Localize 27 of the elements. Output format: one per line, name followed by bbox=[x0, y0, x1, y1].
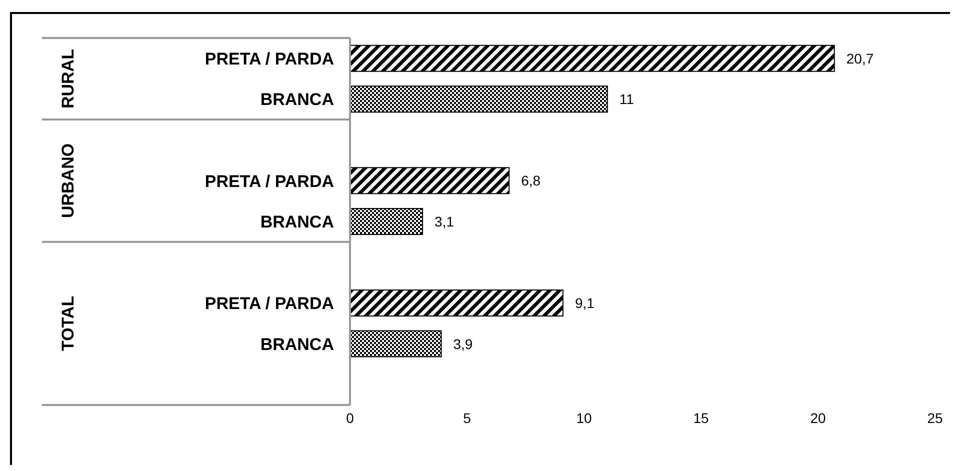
y-tick-label: BRANCA bbox=[260, 90, 334, 110]
y-tick-label: PRETA / PARDA bbox=[204, 294, 334, 314]
y-tick-label: BRANCA bbox=[260, 334, 334, 354]
x-tick-label: 0 bbox=[346, 410, 354, 426]
bar bbox=[350, 208, 424, 235]
x-tick-label: 5 bbox=[463, 410, 472, 426]
bar bbox=[350, 86, 608, 113]
x-tick-label: 20 bbox=[810, 410, 826, 426]
bar bbox=[350, 330, 442, 358]
y-tick-label: PRETA / PARDA bbox=[204, 49, 334, 68]
data-label: 11 bbox=[619, 91, 634, 108]
bar bbox=[350, 290, 564, 317]
bar bbox=[350, 44, 835, 72]
y-tick-label: BRANCA bbox=[260, 212, 334, 232]
data-label: 6,8 bbox=[521, 172, 541, 189]
x-tick-label: 10 bbox=[576, 410, 592, 426]
text: TOTAL bbox=[58, 296, 78, 351]
data-label: 3,9 bbox=[453, 336, 473, 352]
text: RURAL bbox=[58, 49, 78, 109]
data-label: 9,1 bbox=[574, 294, 595, 311]
x-tick-label: 15 bbox=[693, 410, 709, 426]
data-label: 3,1 bbox=[434, 213, 454, 230]
y-tick-label: PRETA / PARDA bbox=[204, 172, 334, 191]
bar bbox=[350, 167, 510, 194]
x-tick-label: 25 bbox=[927, 410, 943, 426]
data-label: 20,7 bbox=[846, 50, 874, 66]
text: URBANO bbox=[58, 143, 78, 218]
